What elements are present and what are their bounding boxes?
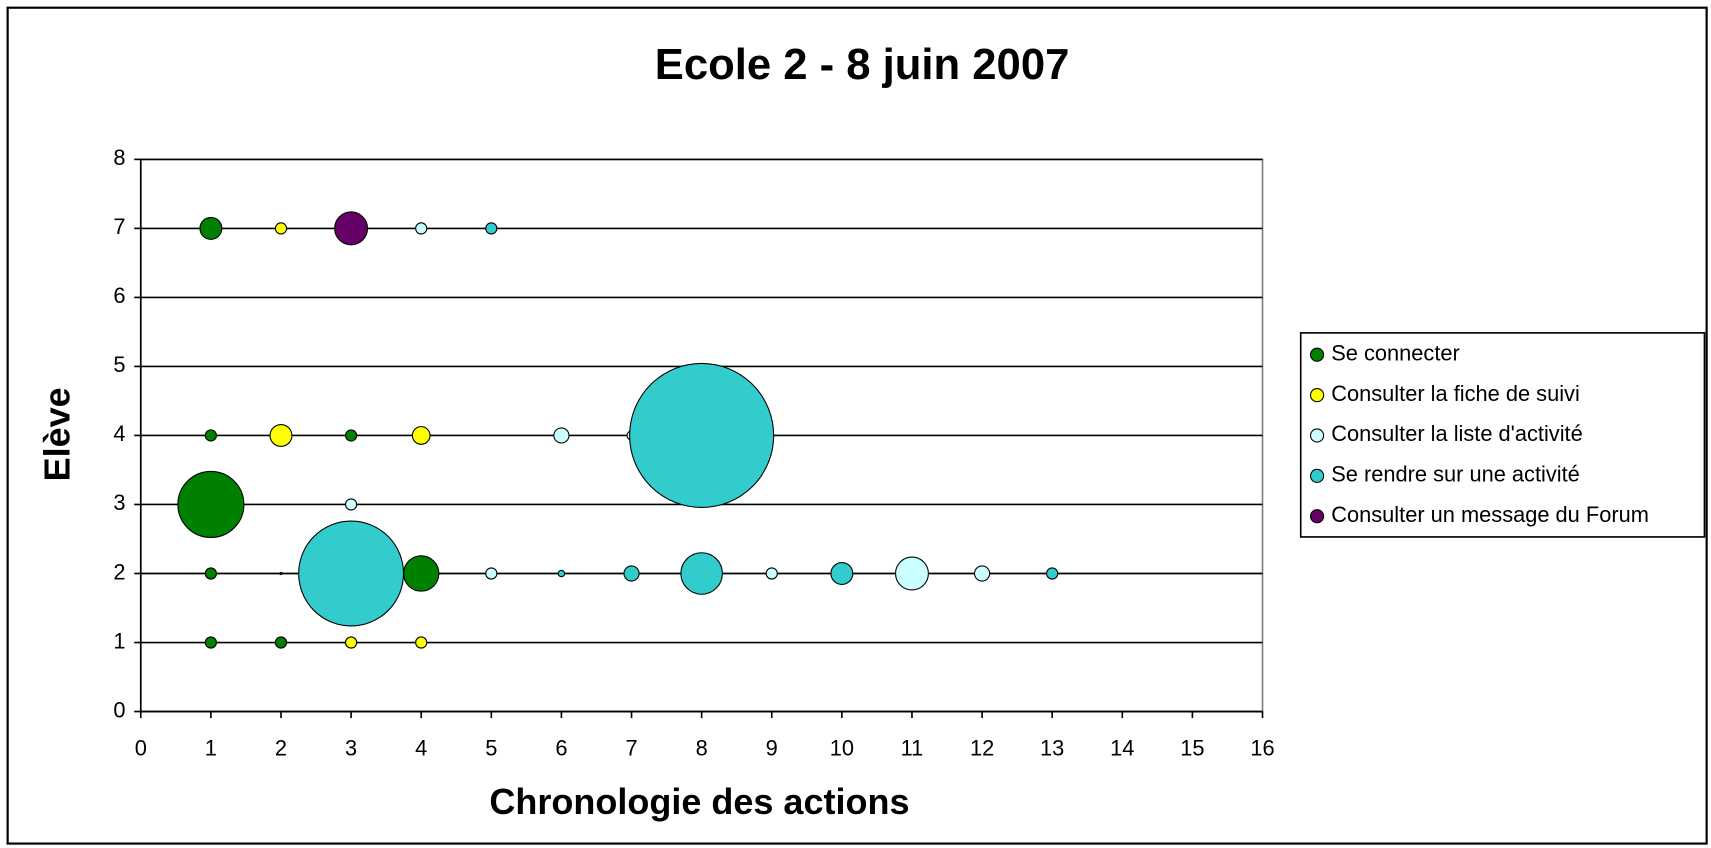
bubble [269, 423, 293, 447]
bubble [895, 556, 929, 591]
x-axis-title: Chronologie des actions [489, 781, 909, 822]
legend-marker [1309, 509, 1325, 524]
bubble [415, 222, 428, 235]
x-tick-label: 14 [1110, 735, 1134, 760]
bubble [344, 636, 358, 649]
x-tick-label: 6 [555, 735, 567, 760]
bubble [765, 567, 778, 580]
y-tick-label: 0 [113, 697, 125, 722]
y-tick-label: 7 [113, 214, 125, 239]
legend-box [1299, 332, 1706, 538]
legend-label: Se rendre sur une activité [1331, 462, 1580, 487]
bubble [403, 555, 440, 592]
bubble [279, 571, 283, 576]
legend-label: Se connecter [1331, 340, 1460, 365]
bubble [623, 565, 640, 582]
x-tick-label: 15 [1180, 735, 1204, 760]
bubble [680, 552, 723, 595]
bubble [334, 211, 369, 246]
x-tick-label: 4 [415, 735, 427, 760]
bubble [204, 636, 217, 649]
x-tick-label: 0 [135, 735, 147, 760]
legend-label: Consulter la fiche de suivi [1331, 381, 1580, 406]
bubble [274, 222, 288, 235]
x-tick-label: 5 [485, 735, 497, 760]
x-tick-label: 7 [625, 735, 637, 760]
bubble [298, 520, 405, 627]
bubble [485, 567, 498, 580]
bubble [485, 222, 498, 235]
bubble [177, 470, 245, 539]
x-tick-label: 12 [970, 735, 994, 760]
x-tick-label: 2 [275, 735, 287, 760]
y-tick-label: 1 [113, 628, 125, 653]
bubble [411, 426, 431, 445]
bubble [344, 498, 358, 511]
y-tick-label: 6 [113, 283, 125, 308]
x-tick-label: 1 [205, 735, 217, 760]
x-tick-label: 3 [345, 735, 357, 760]
bubble [199, 216, 223, 240]
legend-marker [1309, 468, 1325, 483]
bubble [274, 636, 288, 649]
legend-marker [1309, 428, 1325, 443]
bubble [557, 569, 566, 578]
x-tick-label: 8 [696, 735, 708, 760]
legend-marker [1309, 347, 1325, 362]
bubble [629, 362, 775, 509]
x-tick-label: 13 [1040, 735, 1064, 760]
bubble [830, 562, 854, 585]
bubble [344, 429, 358, 442]
y-tick-label: 4 [113, 421, 125, 446]
bubble [204, 429, 217, 442]
x-tick-label: 16 [1250, 735, 1274, 760]
legend-label: Consulter un message du Forum [1331, 502, 1649, 527]
y-tick-label: 3 [113, 490, 125, 515]
bubble [973, 565, 991, 582]
bubble [1046, 567, 1059, 580]
x-tick-label: 10 [830, 735, 854, 760]
bubble [415, 636, 428, 649]
legend-label: Consulter la liste d'activité [1331, 421, 1582, 446]
bubble [553, 427, 570, 444]
x-tick-label: 11 [901, 735, 924, 760]
y-tick-label: 8 [113, 145, 125, 170]
y-axis-title: Elève [37, 387, 78, 481]
chart-title: Ecole 2 - 8 juin 2007 [655, 40, 1070, 89]
y-tick-label: 2 [113, 559, 125, 584]
bubble [204, 567, 217, 580]
legend-marker [1309, 387, 1325, 403]
y-tick-label: 5 [113, 352, 125, 377]
x-tick-label: 9 [766, 735, 778, 760]
